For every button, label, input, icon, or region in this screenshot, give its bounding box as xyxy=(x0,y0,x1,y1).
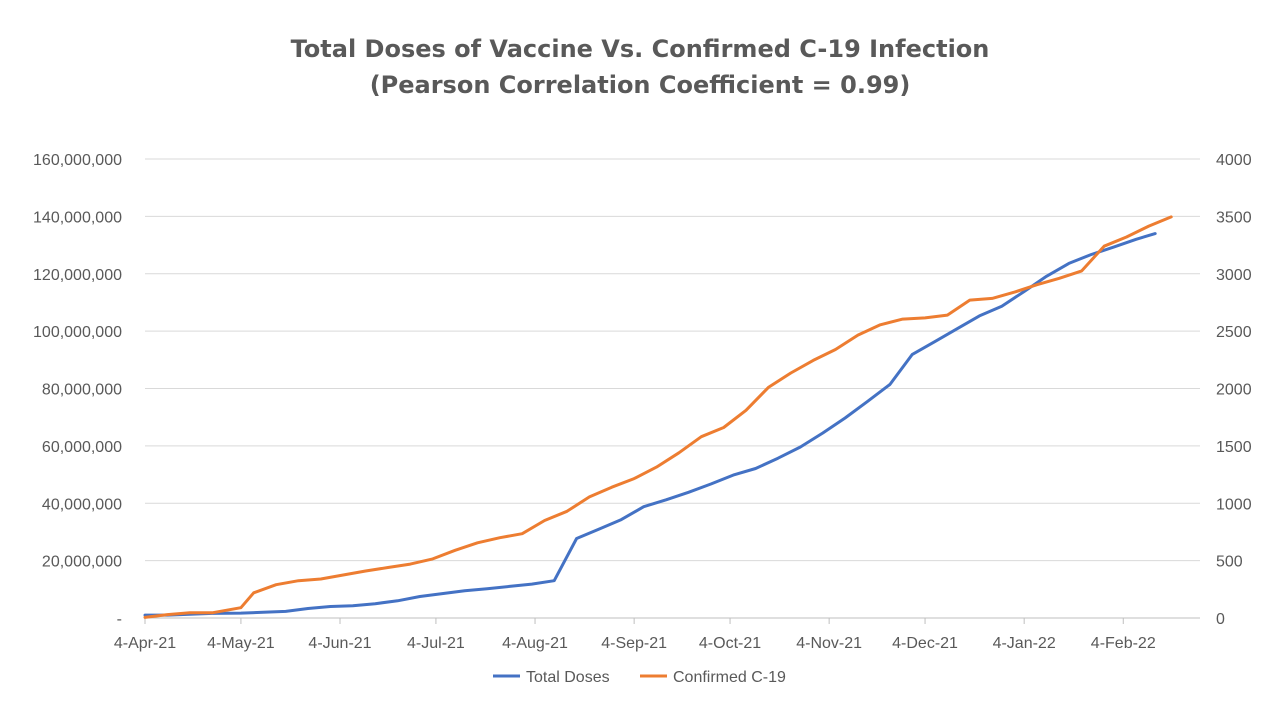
x-tick-label: 4-Apr-21 xyxy=(114,635,176,652)
chart-title: Total Doses of Vaccine Vs. Confirmed C-1… xyxy=(290,35,990,63)
y-right-tick-label: 0 xyxy=(1216,611,1225,628)
y-right-tick-label: 4000 xyxy=(1216,152,1252,169)
x-tick-label: 4-Aug-21 xyxy=(502,635,568,652)
x-tick-label: 4-Sep-21 xyxy=(601,635,667,652)
y-left-tick-label: 140,000,000 xyxy=(33,209,122,226)
y-left-tick-label: 160,000,000 xyxy=(33,152,122,169)
x-tick-label: 4-Jul-21 xyxy=(407,635,465,652)
y-right-tick-label: 3000 xyxy=(1216,267,1252,284)
y-left-tick-label: 20,000,000 xyxy=(42,554,122,571)
chart-subtitle: (Pearson Correlation Coefficient = 0.99) xyxy=(369,71,911,99)
x-tick-label: 4-May-21 xyxy=(207,635,275,652)
y-left-tick-label: 40,000,000 xyxy=(42,496,122,513)
y-right-tick-label: 500 xyxy=(1216,554,1243,571)
x-tick-label: 4-Feb-22 xyxy=(1091,635,1156,652)
legend-label: Confirmed C-19 xyxy=(673,669,786,686)
y-left-tick-label: 80,000,000 xyxy=(42,382,122,399)
y-right-tick-label: 1500 xyxy=(1216,439,1252,456)
y-right-tick-label: 3500 xyxy=(1216,209,1252,226)
series-line-confirmed-c-19 xyxy=(143,215,1173,619)
y-right-tick-label: 2000 xyxy=(1216,382,1252,399)
legend-label: Total Doses xyxy=(526,669,610,686)
x-tick-label: 4-Oct-21 xyxy=(699,635,761,652)
x-tick-label: 4-Jan-22 xyxy=(993,635,1056,652)
x-tick-label: 4-Nov-21 xyxy=(796,635,862,652)
y-left-tick-label: 120,000,000 xyxy=(33,267,122,284)
x-tick-label: 4-Dec-21 xyxy=(892,635,958,652)
y-right-tick-label: 2500 xyxy=(1216,324,1252,341)
y-left-tick-label: 100,000,000 xyxy=(33,324,122,341)
y-right-tick-label: 1000 xyxy=(1216,496,1252,513)
series-line-total-doses xyxy=(143,232,1157,617)
x-tick-label: 4-Jun-21 xyxy=(308,635,371,652)
y-left-tick-label: 60,000,000 xyxy=(42,439,122,456)
y-left-tick-label: - xyxy=(117,611,122,628)
